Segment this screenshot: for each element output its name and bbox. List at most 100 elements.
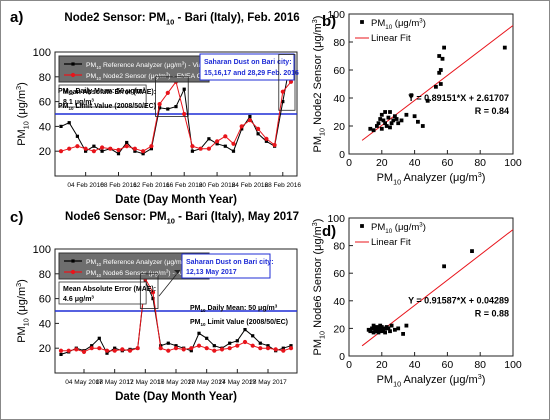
- scatter-point: [438, 68, 443, 72]
- series-point-sensor: [165, 90, 170, 95]
- scatter-point: [425, 98, 430, 103]
- scatter-point: [371, 128, 376, 133]
- callout-arrow-head: [174, 270, 180, 274]
- series-point-reference: [281, 100, 285, 104]
- series-point-sensor: [112, 348, 117, 353]
- y-tick-label: 60: [333, 268, 345, 280]
- y-tick-label: 100: [33, 47, 51, 59]
- series-point-sensor: [108, 146, 113, 151]
- x-tick-label: 24 May 2017: [219, 379, 257, 386]
- series-point-sensor: [141, 149, 146, 154]
- series-point-reference: [205, 336, 209, 340]
- mae-label: Mean Absolute Error (MAE):: [63, 89, 156, 96]
- scatter-point: [440, 56, 445, 61]
- x-tick-label: 24 Feb 2016: [232, 182, 269, 189]
- y-axis-label: PM10​ (μg/m3​): [14, 279, 30, 343]
- x-tick-label: 04 May 2017: [65, 379, 103, 386]
- scatter-point: [376, 121, 381, 126]
- series-point-reference: [116, 152, 121, 156]
- y-tick-label: 40: [333, 296, 345, 308]
- x-tick-label: 20 May 2017: [188, 379, 226, 386]
- scatter-point: [412, 114, 417, 119]
- y-tick-label: 100: [33, 244, 51, 256]
- series-point-sensor: [265, 346, 271, 351]
- series-point-sensor: [242, 339, 248, 345]
- legend: PM10​ (μg/m3​) Linear Fit: [355, 18, 426, 44]
- y-tick-label: 80: [333, 37, 345, 49]
- series-point-reference: [189, 349, 193, 353]
- y-tick-label: 20: [333, 323, 345, 335]
- scatter-point: [388, 329, 392, 334]
- series-point-reference: [84, 149, 88, 153]
- mae-label: Mean Absolute Error (MAE):: [63, 286, 156, 293]
- dust-note-box: [181, 253, 271, 279]
- fit-r-value: R = 0.88: [475, 309, 509, 319]
- scatter-point: [393, 327, 397, 332]
- series-point-reference: [59, 124, 63, 128]
- y-tick-label: 20: [39, 146, 51, 158]
- series-point-reference: [212, 344, 216, 348]
- series-point-reference: [266, 344, 270, 348]
- series-point-sensor: [189, 346, 194, 351]
- x-tick-label: 40: [409, 359, 421, 371]
- legend-box: [58, 55, 210, 83]
- series-point-reference: [75, 134, 79, 138]
- series-point-sensor: [196, 343, 202, 348]
- panel-label: b): [322, 13, 336, 30]
- series-point-reference: [240, 127, 244, 131]
- series-point-sensor: [157, 102, 162, 107]
- scatter-point: [379, 325, 384, 329]
- series-point-sensor: [166, 348, 171, 353]
- series-point-sensor: [81, 349, 87, 354]
- series-point-sensor: [67, 146, 72, 151]
- series-point-reference: [207, 137, 211, 141]
- series-point-sensor: [104, 348, 110, 353]
- legend-entry-fit: Linear Fit: [371, 33, 411, 44]
- plot-area: [348, 13, 514, 155]
- scatter-point: [375, 325, 379, 329]
- scatter-point: [396, 121, 401, 126]
- series-point-sensor: [132, 146, 137, 151]
- scatter-point: [434, 84, 438, 89]
- series-point-reference: [141, 152, 145, 156]
- scatter-point: [409, 93, 414, 98]
- series-point-reference: [113, 346, 117, 350]
- dust-highlight-box-2: [278, 54, 296, 111]
- x-tick-label: 20: [376, 359, 388, 371]
- legend-entry-points: PM10​ (μg/m3​): [371, 222, 426, 235]
- legend: PM10​ (μg/m3​) Linear Fit: [355, 222, 426, 248]
- dust-highlight-box-1: [155, 76, 189, 117]
- scatter-point: [391, 118, 396, 123]
- chart-title: Node6 Sensor: PM10​ - Bari (Italy), May …: [65, 211, 299, 225]
- scatter-point: [442, 264, 446, 269]
- panel-label: a): [10, 9, 23, 26]
- series-point-sensor: [227, 346, 232, 351]
- series-point-reference: [125, 140, 129, 145]
- scatter-point: [368, 329, 373, 334]
- series-point-reference: [151, 297, 155, 301]
- dust-highlight-box: [139, 273, 159, 309]
- series-point-sensor: [281, 348, 286, 353]
- scatter-point: [396, 326, 401, 331]
- series-point-reference: [92, 144, 96, 148]
- series-point-reference: [182, 87, 186, 91]
- legend-marker: [71, 259, 75, 263]
- legend-marker: [360, 20, 364, 24]
- legend-marker: [70, 269, 76, 275]
- series-point-sensor: [273, 347, 278, 352]
- y-axis-label: PM10​ Node2 Sensor (μg/m3​): [310, 16, 326, 153]
- series-point-sensor: [83, 146, 88, 151]
- callout-arrow: [158, 269, 181, 297]
- scatter-point: [386, 115, 391, 120]
- series-point-sensor: [215, 139, 220, 144]
- chart-panel-c: c) Node6 Sensor: PM10​ - Bari (Italy), Ma…: [10, 209, 299, 403]
- series-point-sensor: [135, 346, 140, 351]
- y-tick-label: 60: [333, 65, 345, 77]
- mae-value: 4.6 μg/m3​: [63, 295, 94, 303]
- x-tick-label: 20 Feb 2016: [199, 182, 236, 189]
- x-tick-label: 16 Feb 2016: [166, 182, 203, 189]
- series-point-sensor: [75, 144, 80, 149]
- mae-box: [58, 281, 147, 305]
- scatter-point: [442, 45, 446, 50]
